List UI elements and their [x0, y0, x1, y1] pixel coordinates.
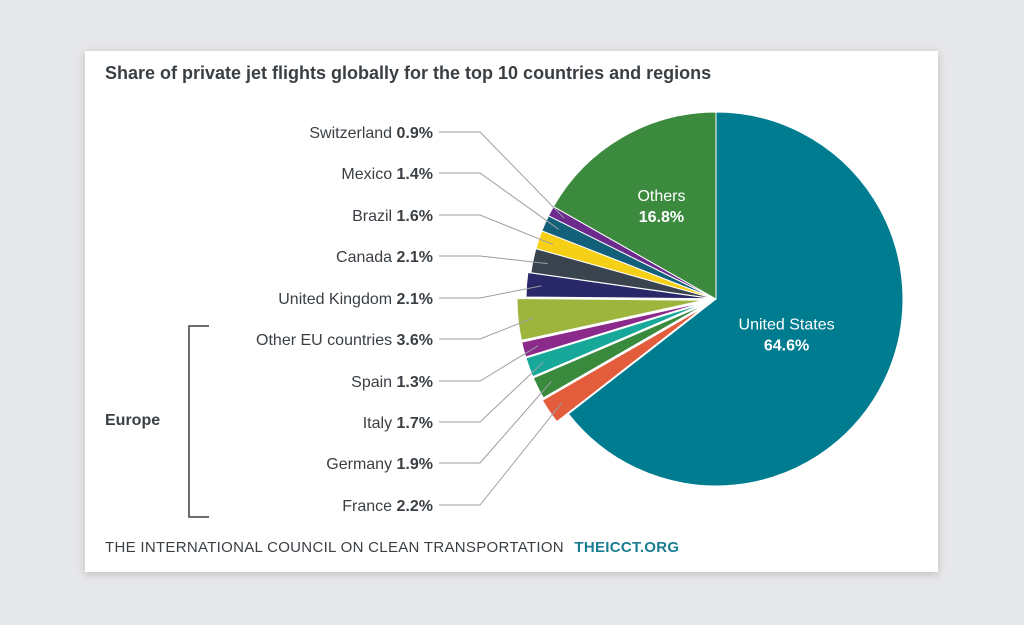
slice-label-others: Others: [637, 188, 685, 205]
slice-label-united-states: United States: [739, 316, 835, 333]
slice-label-mexico: Mexico 1.4%: [341, 166, 433, 183]
slice-label-other-eu-countries: Other EU countries 3.6%: [256, 332, 433, 349]
pie-slices: [516, 111, 904, 487]
slice-label-brazil: Brazil 1.6%: [352, 208, 433, 225]
pie-slice-other-eu-countries: [516, 297, 705, 341]
leader-line-spain: [439, 345, 539, 382]
slice-label-italy: Italy 1.7%: [363, 415, 433, 432]
slice-label-france: France 2.2%: [342, 498, 433, 515]
slice-label-germany: Germany 1.9%: [326, 456, 433, 473]
pie-slice-spain: [521, 301, 705, 358]
leader-line-germany: [439, 381, 552, 464]
chart-title: Share of private jet flights globally fo…: [105, 63, 711, 83]
leader-line-united-kingdom: [439, 285, 542, 299]
slice-label-united-kingdom: United Kingdom 2.1%: [278, 291, 433, 308]
slice-value-others: 16.8%: [639, 209, 684, 226]
pie-slice-france: [541, 306, 705, 423]
slice-label-switzerland: Switzerland 0.9%: [309, 125, 433, 142]
pie-slice-germany: [532, 303, 706, 399]
slice-value-united-states: 64.6%: [764, 337, 809, 354]
footer: THE INTERNATIONAL COUNCIL ON CLEAN TRANS…: [105, 539, 679, 556]
pie-slice-united-states: [567, 111, 904, 487]
leader-line-brazil: [439, 214, 554, 245]
pie-chart: Share of private jet flights globally fo…: [105, 63, 904, 556]
leader-lines: [439, 131, 565, 506]
leader-line-switzerland: [439, 131, 565, 219]
pie-slice-italy: [525, 302, 705, 378]
europe-bracket: [188, 325, 209, 518]
leader-line-canada: [439, 255, 548, 265]
footer-site-link[interactable]: THEICCT.ORG: [574, 539, 679, 556]
slice-labels: United States 64.6% France 2.2% Germany 1.9…: [256, 125, 835, 515]
slice-label-canada: Canada 2.1%: [336, 249, 433, 266]
slice-label-spain: Spain 1.3%: [351, 374, 433, 391]
leader-line-france: [439, 402, 563, 506]
europe-group-label: Europe: [105, 412, 160, 429]
leader-line-italy: [439, 361, 544, 423]
pie-slice-others: [552, 111, 717, 300]
footer-org: THE INTERNATIONAL COUNCIL ON CLEAN TRANS…: [105, 539, 564, 556]
leader-line-other-eu-countries: [439, 317, 534, 340]
leader-line-mexico: [439, 172, 559, 230]
chart-card: Share of private jet flights globally fo…: [85, 51, 938, 572]
